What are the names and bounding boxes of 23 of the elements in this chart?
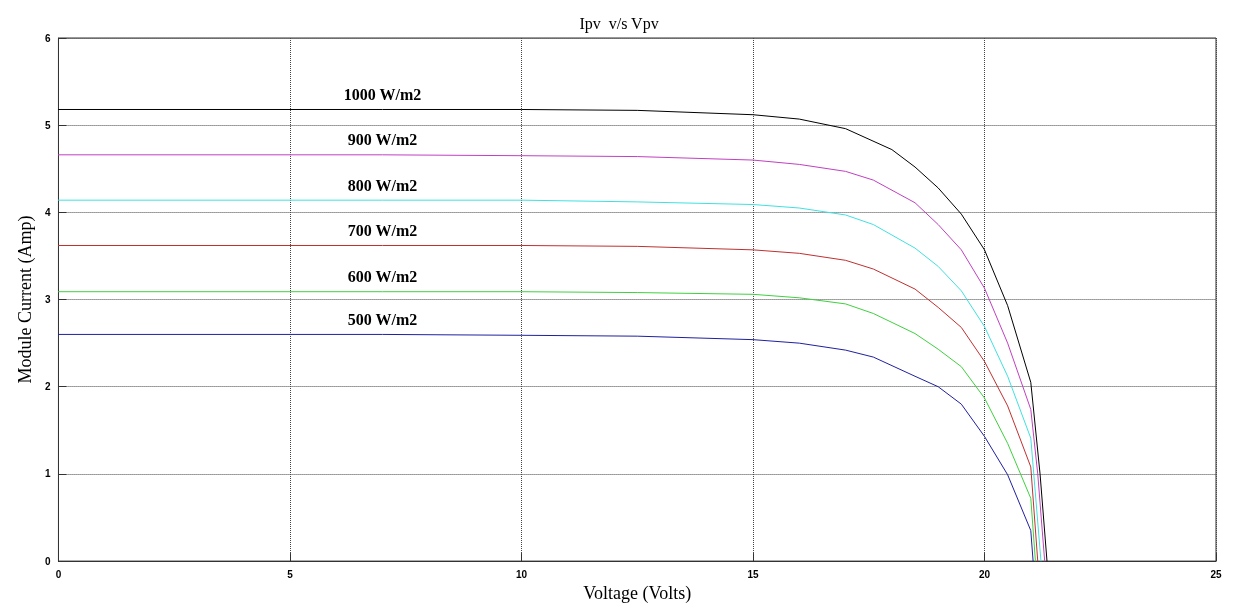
- y-tick-label: 6: [44, 32, 51, 44]
- x-axis-title: Voltage (Volts): [583, 583, 692, 604]
- y-tick-label: 0: [44, 555, 51, 567]
- x-tick-label: 5: [287, 568, 294, 580]
- series-label: 500 W/m2: [347, 310, 418, 328]
- series-label: 1000 W/m2: [343, 85, 422, 103]
- x-tick-label: 25: [1210, 568, 1222, 580]
- y-tick-label: 4: [44, 206, 51, 218]
- x-tick-label: 0: [55, 568, 62, 580]
- x-tick-label: 15: [747, 568, 759, 580]
- series-label: 800 W/m2: [347, 176, 418, 194]
- series-label: 900 W/m2: [347, 131, 418, 149]
- x-tick-label: 20: [978, 568, 991, 580]
- x-tick-label: 10: [515, 568, 528, 580]
- line-series: [57, 333, 1034, 562]
- series-label: 700 W/m2: [347, 222, 418, 239]
- y-tick-label: 2: [44, 381, 51, 393]
- series-label: 600 W/m2: [347, 268, 418, 286]
- y-tick-label: 1: [44, 468, 51, 480]
- y-tick-label: 5: [44, 119, 51, 131]
- chart-title: Ipv v/s Vpv: [579, 14, 659, 33]
- y-axis-title: Module Current (Amp): [15, 215, 36, 384]
- y-tick-label: 3: [44, 294, 51, 306]
